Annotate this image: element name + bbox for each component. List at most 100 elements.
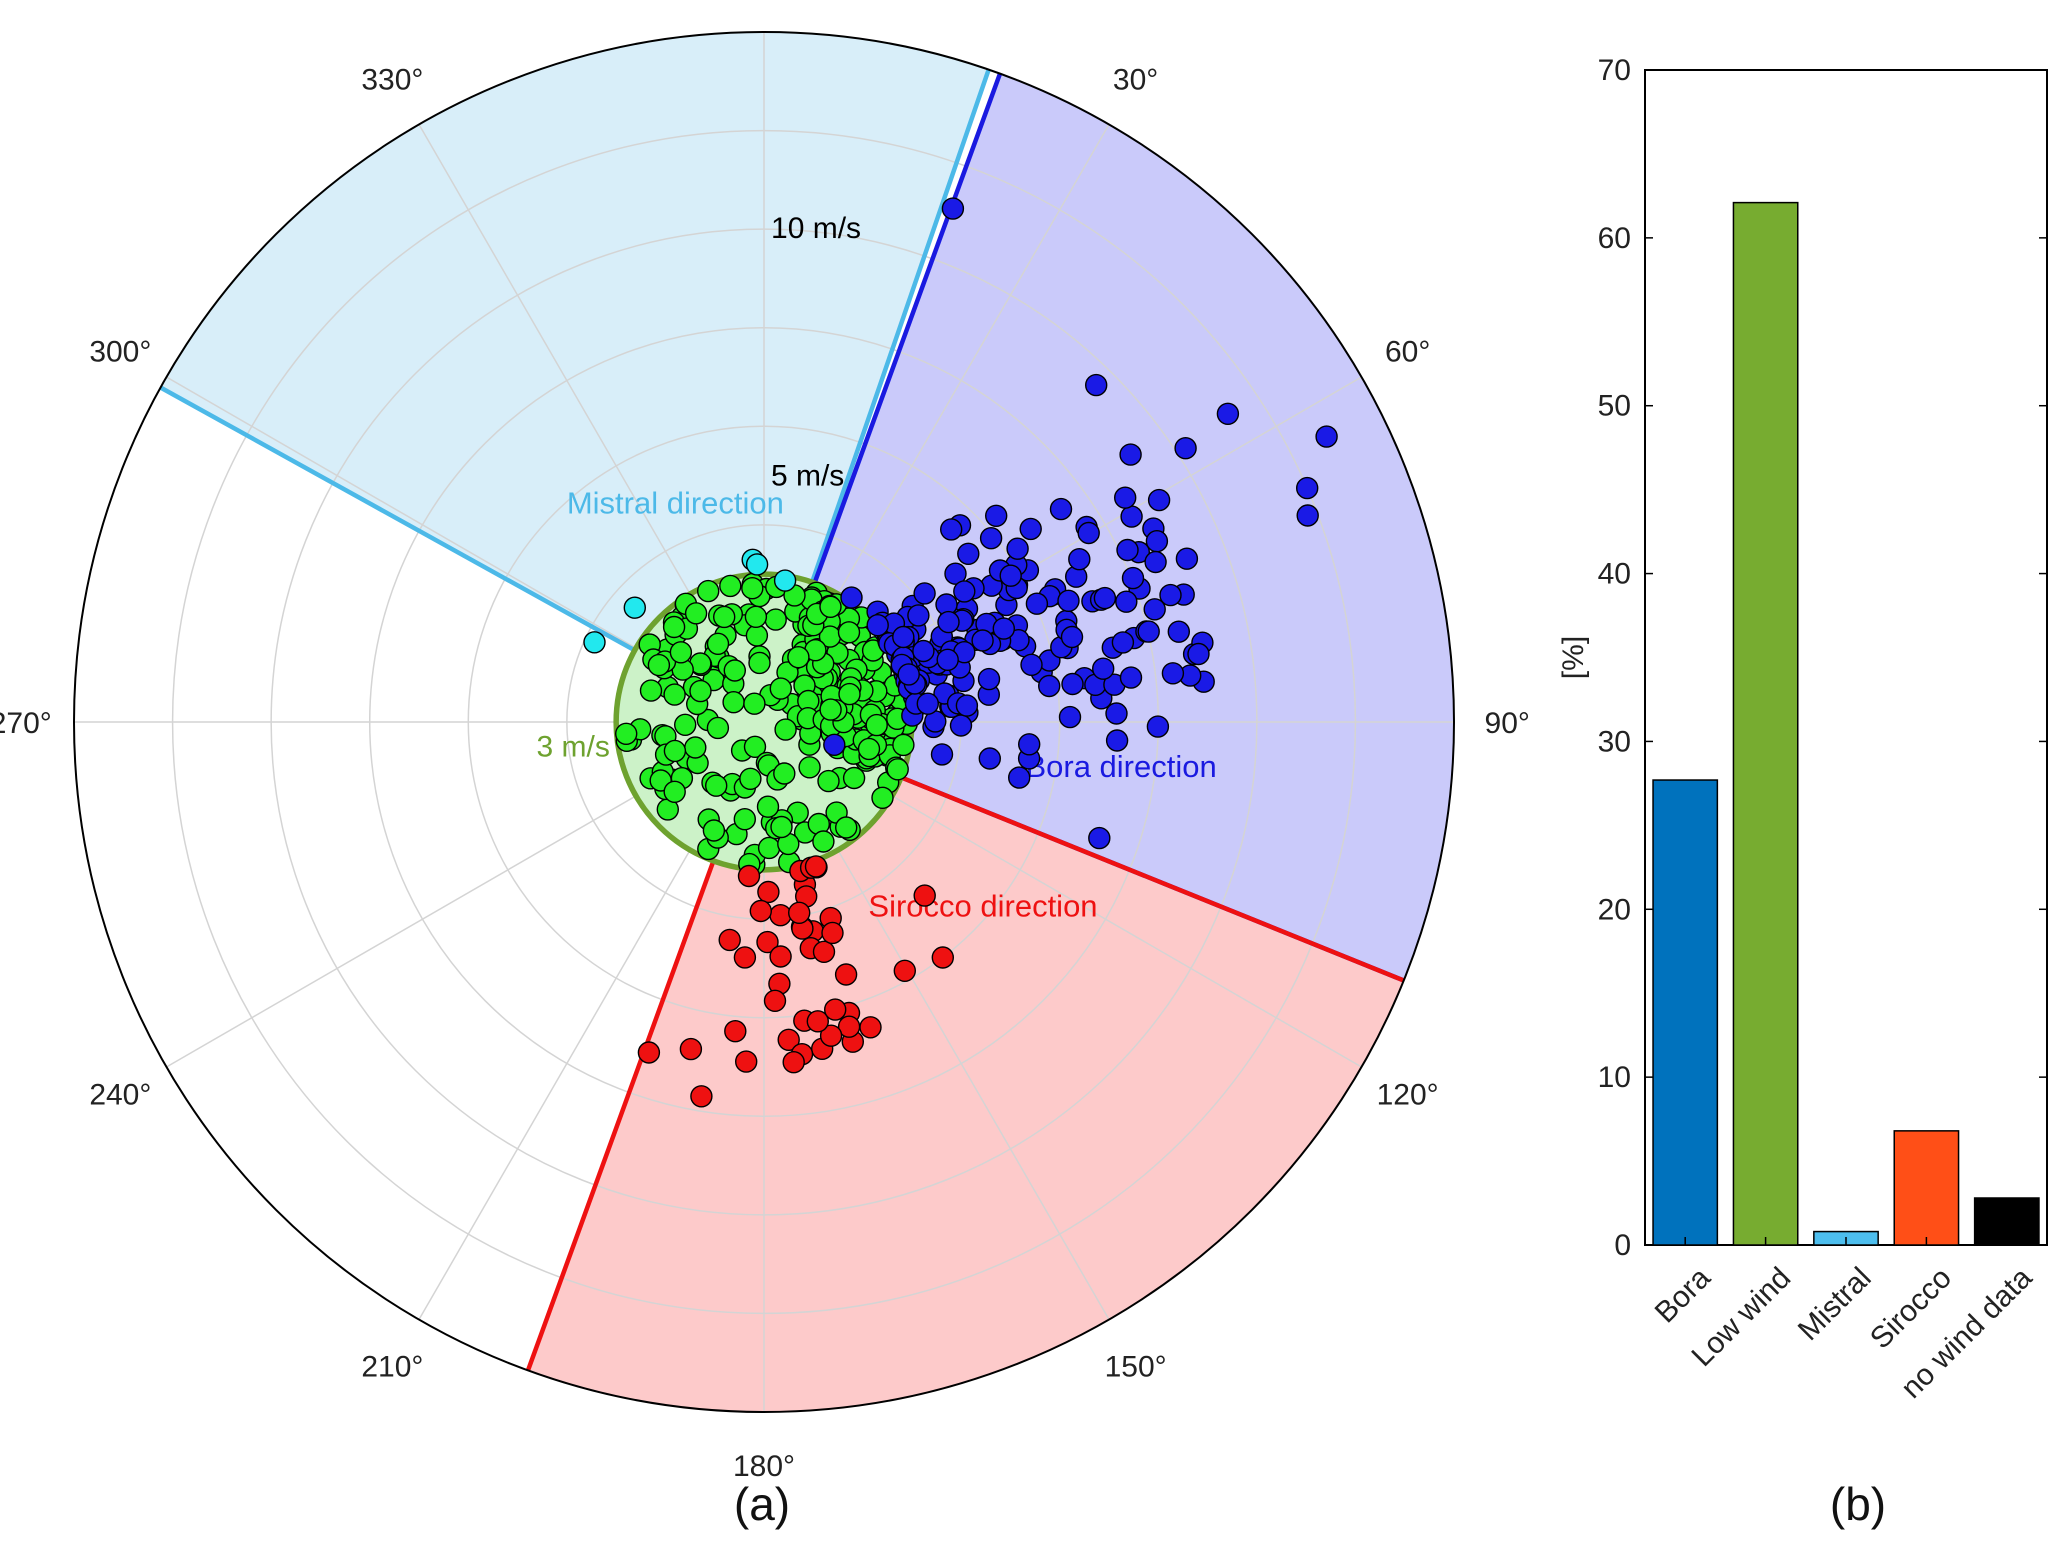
scatter-point (957, 542, 980, 565)
scatter-point (787, 646, 810, 669)
scatter-point (892, 625, 915, 649)
scatter-point (819, 698, 842, 721)
series-bora (823, 197, 1338, 850)
scatter-point (931, 946, 954, 969)
scatter-point (999, 564, 1022, 587)
scatter-point (913, 884, 936, 907)
scatter-point (739, 767, 762, 790)
scatter-point (1295, 476, 1319, 500)
scatter-point (1159, 583, 1182, 607)
scatter-point (1111, 631, 1135, 654)
scatter-point (1144, 550, 1167, 574)
scatter-point (1167, 620, 1191, 643)
scatter-point (1088, 826, 1111, 850)
series-sirocco (637, 855, 954, 1108)
scatter-point (835, 816, 858, 839)
scatter-point (748, 651, 771, 675)
scatter-point (774, 718, 797, 741)
scatter-point (782, 1050, 805, 1074)
angle-tick-label: 30° (1113, 63, 1158, 96)
scatter-point (1060, 625, 1084, 649)
sector-label-mistral: Mistral direction (567, 486, 784, 521)
scatter-point (893, 959, 916, 982)
scatter-point (985, 504, 1008, 527)
scatter-point (978, 747, 1001, 770)
scatter-point (733, 808, 756, 831)
scatter-point (1084, 373, 1108, 397)
scatter-point (1315, 425, 1338, 448)
angle-tick-label: 180° (733, 1450, 795, 1483)
scatter-point (821, 921, 844, 945)
scatter-point (749, 899, 772, 923)
scatter-point (1120, 505, 1143, 528)
scatter-point (941, 197, 965, 220)
panel-label-a: (a) (734, 1478, 790, 1530)
scatter-point (706, 632, 730, 655)
scatter-point (1017, 733, 1041, 756)
scatter-point (804, 855, 828, 878)
scatter-point (824, 998, 847, 1021)
scatter-point (756, 795, 780, 818)
scatter-point (702, 819, 726, 842)
angle-tick-label: 270° (0, 707, 52, 740)
scatter-point (1058, 705, 1082, 729)
scatter-point (674, 713, 697, 736)
scatter-point (937, 610, 960, 634)
scatter-point (857, 737, 881, 761)
sector-mistral (160, 31, 989, 723)
scatter-point (689, 679, 712, 703)
scatter-point (684, 602, 708, 625)
angle-tick-label: 150° (1105, 1351, 1167, 1384)
scatter-point (733, 946, 757, 969)
scatter-point (892, 733, 915, 757)
scatter-point (1049, 497, 1073, 521)
scatter-point (684, 736, 707, 759)
scatter-point (743, 735, 767, 758)
bar-sirocco (1893, 1130, 1960, 1246)
scatter-point (936, 648, 959, 671)
scatter-point (770, 815, 793, 839)
scatter-point (992, 617, 1015, 640)
scatter-point (1187, 642, 1210, 666)
scatter-point (949, 714, 973, 737)
scatter-point (1037, 674, 1061, 698)
scatter-point (886, 758, 909, 781)
scatter-point (865, 713, 888, 737)
polar-outer-ring (73, 31, 1455, 1413)
scatter-point (705, 774, 728, 797)
scatter-point (718, 928, 741, 952)
scatter-point (859, 1016, 882, 1039)
angle-tick-label: 210° (361, 1351, 423, 1384)
scatter-point (812, 940, 836, 963)
y-tick-label: 40 (1598, 558, 1631, 591)
y-tick-label: 30 (1598, 725, 1631, 758)
scatter-point (663, 739, 687, 763)
scatter-point (977, 667, 1001, 691)
scatter-point (979, 527, 1003, 550)
scatter-point (773, 762, 796, 785)
scatter-point (735, 1050, 758, 1073)
scatter-point (769, 677, 792, 700)
scatter-point (871, 786, 894, 809)
scatter-point (819, 1024, 843, 1047)
panel-label-b: (b) (1830, 1478, 1886, 1530)
scatter-point (757, 836, 781, 860)
radial-label: 10 m/s (771, 212, 861, 245)
scatter-point (834, 963, 858, 986)
scatter-point (623, 596, 646, 619)
y-axis-label: [%] (1557, 636, 1590, 679)
y-tick-label: 70 (1598, 54, 1631, 87)
scatter-point (737, 864, 761, 888)
scatter-point (719, 574, 742, 598)
angle-tick-label: 60° (1385, 335, 1430, 368)
angle-tick-label: 330° (361, 63, 423, 96)
scatter-point (1115, 590, 1138, 613)
scatter-point (741, 577, 764, 600)
bar-bora (1652, 779, 1719, 1246)
scatter-point (679, 1037, 703, 1061)
scatter-point (756, 930, 779, 954)
scatter-point (1137, 620, 1160, 643)
x-tick-label: Bora (1649, 1261, 1717, 1329)
